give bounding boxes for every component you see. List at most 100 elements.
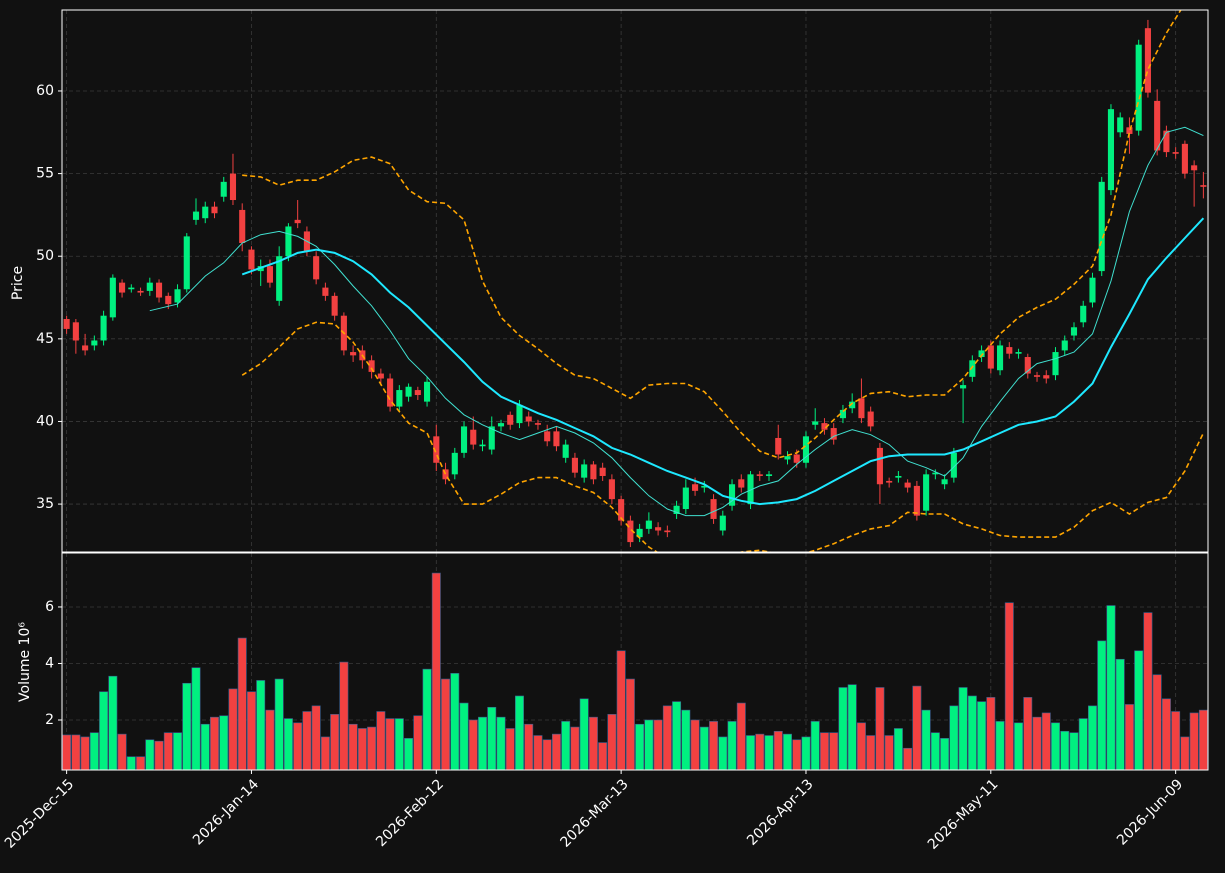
candle-body	[969, 360, 976, 377]
candle-body	[562, 444, 569, 458]
candle-body	[322, 287, 329, 296]
candle-body	[728, 484, 736, 506]
candle-body	[682, 487, 689, 510]
volume-bar	[1088, 705, 1097, 771]
overlay-line	[242, 10, 1182, 459]
volume-bar	[847, 684, 857, 771]
volume-bar	[653, 719, 663, 771]
candle-body	[239, 209, 246, 243]
price-frame	[61, 9, 1209, 553]
candle-body	[765, 474, 773, 476]
y-axis-label: Price	[10, 266, 26, 300]
y-tick-label: 40	[36, 413, 54, 429]
volume-bar	[311, 705, 321, 771]
volume-bar	[995, 721, 1005, 771]
candle-body	[202, 206, 209, 219]
volume-bar	[89, 732, 99, 771]
candle-body	[211, 206, 218, 214]
candle-body	[812, 421, 819, 425]
candle-body	[525, 416, 532, 422]
volume-bar	[1152, 674, 1162, 771]
volume-axis-label: Volume 10⁶	[17, 622, 33, 702]
volume-bar	[1134, 650, 1144, 771]
candle-body	[368, 360, 375, 372]
volume-bar	[99, 691, 109, 771]
volume-bar	[893, 728, 903, 771]
volume-bar	[293, 722, 303, 771]
y-tick-label: 35	[36, 496, 54, 512]
candle-body	[645, 520, 652, 529]
candle-body	[618, 499, 625, 521]
volume-bar	[903, 747, 913, 771]
volume-bar	[561, 721, 571, 771]
volume-bar	[265, 709, 275, 771]
candle-body	[664, 530, 671, 533]
candle-body	[978, 350, 985, 358]
candle-body	[1181, 143, 1188, 174]
volume-bar	[958, 687, 968, 771]
volume-bar	[330, 714, 340, 771]
volume-bar	[283, 718, 293, 771]
volume-bar	[320, 736, 330, 771]
overlay-line	[241, 217, 1205, 506]
candle-body	[119, 282, 126, 293]
volume-bar	[422, 668, 432, 771]
candle-body	[590, 464, 597, 480]
volume-bar	[644, 719, 654, 771]
volume-bar	[930, 732, 940, 771]
candle-body	[229, 173, 237, 201]
candle-body	[377, 373, 384, 379]
candle-body	[886, 480, 893, 483]
candle-body	[63, 319, 70, 329]
volume-bar	[1189, 712, 1199, 771]
volume-bar	[607, 714, 617, 771]
volume-bar	[533, 735, 543, 771]
candle-body	[507, 414, 514, 425]
volume-bar	[1069, 732, 1079, 771]
volume-bar	[219, 715, 229, 771]
candle-body	[673, 505, 680, 514]
volume-bar	[736, 702, 746, 771]
volume-bar	[62, 734, 72, 771]
candle-body	[91, 340, 98, 346]
volume-bar	[625, 678, 635, 771]
volume-bar	[348, 723, 358, 771]
candle-body	[451, 452, 458, 475]
volume-bar	[801, 736, 811, 771]
volume-bar	[1014, 722, 1023, 771]
volume-bar	[551, 733, 561, 771]
candle-body	[608, 479, 615, 500]
volume-bar	[875, 687, 885, 771]
volume-bar	[228, 688, 238, 771]
candle-body	[155, 282, 163, 298]
candle-body	[636, 528, 643, 538]
candle-body	[1061, 340, 1068, 351]
volume-bar	[524, 723, 534, 771]
volume-bar	[727, 721, 737, 771]
candle-body	[1015, 352, 1022, 354]
volume-bar	[755, 733, 765, 771]
volume-bar	[450, 673, 460, 771]
candle-body	[775, 437, 782, 455]
volume-bar	[385, 718, 395, 771]
volume-bar	[792, 739, 802, 771]
volume-bar	[108, 675, 118, 771]
volume-bar	[783, 733, 792, 771]
volume-panel	[62, 572, 1208, 771]
y-tick-label: 60	[36, 83, 54, 99]
candle-body	[802, 436, 810, 463]
candle-body	[692, 484, 699, 491]
candle-body	[1107, 109, 1115, 191]
volume-bar	[1143, 612, 1153, 771]
volume-bar	[247, 691, 256, 771]
candle-body	[923, 474, 930, 511]
candle-body	[655, 527, 662, 531]
volume-frame	[61, 552, 1209, 771]
volume-bar	[588, 716, 598, 771]
volume-bar	[163, 732, 173, 771]
candle-body	[165, 295, 172, 305]
candle-body	[100, 315, 107, 341]
candle-body	[756, 474, 763, 476]
volume-bar	[921, 709, 931, 771]
volume-bar	[237, 637, 247, 771]
